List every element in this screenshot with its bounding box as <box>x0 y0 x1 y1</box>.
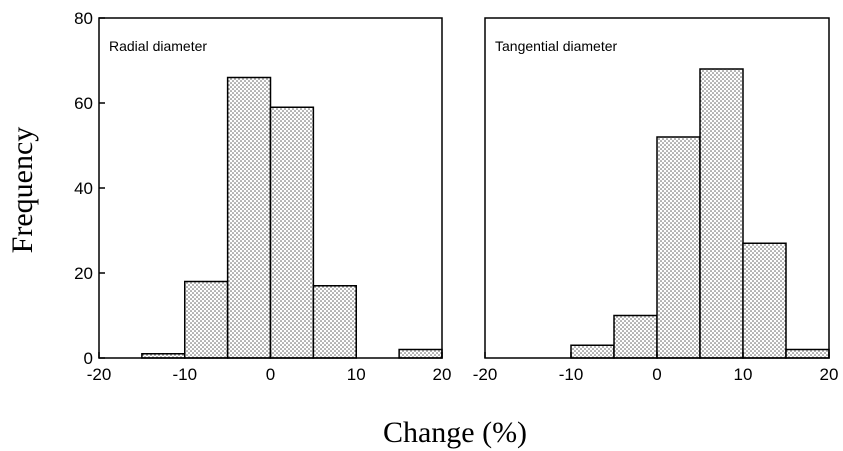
histogram-bar-tangential-4 <box>656 136 701 359</box>
panel-tangential-diameter: -20 -10 0 10 20 Tangential diameter <box>473 17 839 384</box>
x-tick-label-radial-3: 10 <box>347 365 366 384</box>
panel-title-tangential: Tangential diameter <box>495 38 618 54</box>
x-tick-label-radial-0: -20 <box>87 365 112 384</box>
x-tick-label-tangential-4: 20 <box>820 365 839 384</box>
y-tick-label-radial-3: 60 <box>74 94 93 113</box>
y-tick-label-radial-4: 80 <box>74 9 93 28</box>
x-tick-label-tangential-2: 0 <box>652 365 661 384</box>
histogram-bar-tangential-5 <box>699 68 744 359</box>
x-tick-label-tangential-0: -20 <box>473 365 498 384</box>
histogram-bar-radial-3 <box>226 76 272 359</box>
histogram-bar-radial-2 <box>184 280 229 359</box>
histogram-bar-tangential-2 <box>570 344 615 359</box>
histogram-bar-tangential-7 <box>785 348 830 359</box>
histogram-bar-tangential-3 <box>613 314 658 359</box>
histogram-bar-tangential-6 <box>742 242 787 359</box>
y-axis-title: Frequency <box>6 127 39 254</box>
panel-radial-diameter: -20 -10 0 10 20 0 20 40 60 80 Radial diameter <box>74 9 451 384</box>
x-tick-label-radial-4: 20 <box>433 365 452 384</box>
x-tick-label-tangential-3: 10 <box>734 365 753 384</box>
y-tick-label-radial-0: 0 <box>84 349 93 368</box>
y-tick-label-radial-2: 40 <box>74 179 93 198</box>
y-tick-label-radial-1: 20 <box>74 264 93 283</box>
histogram-bar-radial-4 <box>269 106 315 359</box>
histogram-bar-radial-7 <box>398 348 443 359</box>
x-axis-title: Change (%) <box>383 416 527 449</box>
histogram-bar-radial-5 <box>312 285 357 359</box>
panel-title-radial: Radial diameter <box>109 38 207 54</box>
x-tick-label-tangential-1: -10 <box>559 365 584 384</box>
x-tick-label-radial-1: -10 <box>172 365 197 384</box>
x-tick-label-radial-2: 0 <box>266 365 275 384</box>
